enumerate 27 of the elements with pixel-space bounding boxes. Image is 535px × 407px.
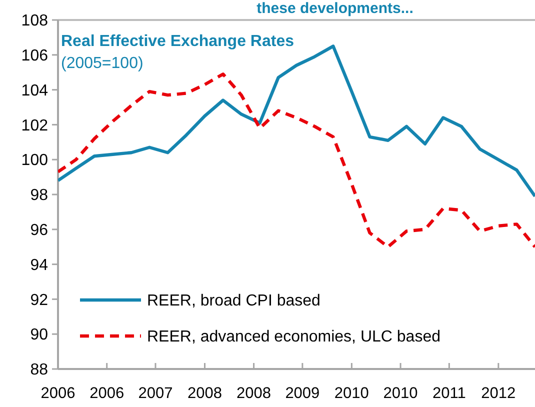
- y-tick-label: 104: [21, 82, 48, 100]
- legend-label: REER, broad CPI based: [147, 292, 320, 310]
- x-tick-label: 2011: [432, 385, 466, 402]
- y-tick-label: 94: [30, 256, 48, 274]
- y-tick-label: 96: [30, 222, 48, 239]
- x-tick-label: 2008: [187, 385, 222, 402]
- y-tick-label: 90: [30, 326, 48, 344]
- x-tick-label: 2006: [90, 385, 124, 402]
- x-tick-label: 2010: [334, 385, 370, 402]
- y-tick-label: 88: [30, 362, 48, 379]
- y-tick-label: 102: [21, 117, 48, 134]
- x-tick-label: 2012: [481, 385, 516, 402]
- x-tick-label: 2010: [383, 385, 418, 402]
- annotation: (2005=100): [61, 55, 144, 72]
- chart-title: these developments...: [256, 0, 414, 17]
- x-tick-label: 2008: [236, 385, 272, 402]
- y-tick-label: 98: [30, 187, 48, 204]
- y-tick-label: 106: [21, 48, 48, 64]
- y-tick-label: 92: [30, 292, 48, 309]
- legend-label: REER, advanced economies, ULC based: [147, 328, 440, 346]
- x-tick-label: 2009: [285, 385, 320, 402]
- text: Real Effective Exchange Rates: [61, 33, 294, 50]
- line-series: [58, 72, 535, 248]
- x-tick-label: 2007: [138, 385, 173, 402]
- y-tick-label: 100: [21, 152, 48, 170]
- y-tick-label: 108: [21, 12, 48, 30]
- x-tick-label: 2006: [40, 385, 76, 402]
